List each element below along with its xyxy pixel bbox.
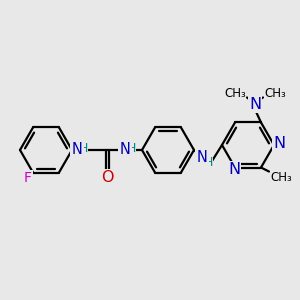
Text: N: N	[228, 162, 240, 177]
Text: O: O	[101, 170, 113, 185]
Text: N: N	[196, 149, 207, 164]
Text: H: H	[203, 155, 213, 169]
Text: N: N	[120, 142, 130, 158]
Text: H: H	[78, 142, 88, 154]
Text: H: H	[126, 142, 136, 154]
Text: N: N	[72, 142, 83, 158]
Text: N: N	[249, 97, 261, 112]
Text: CH₃: CH₃	[224, 87, 246, 100]
Text: CH₃: CH₃	[264, 87, 286, 100]
Text: CH₃: CH₃	[270, 171, 292, 184]
Text: F: F	[24, 170, 32, 184]
Text: N: N	[273, 136, 285, 152]
